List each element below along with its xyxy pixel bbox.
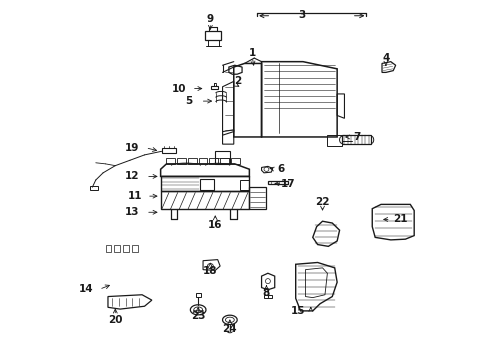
Text: 16: 16	[207, 220, 222, 230]
Text: 9: 9	[206, 14, 213, 24]
Text: 13: 13	[125, 207, 139, 217]
Text: 22: 22	[315, 197, 329, 207]
Text: 1: 1	[248, 48, 255, 58]
Text: 23: 23	[190, 311, 205, 321]
Text: 3: 3	[298, 10, 305, 20]
Text: 19: 19	[125, 143, 139, 153]
Text: 10: 10	[171, 84, 185, 94]
Text: 6: 6	[277, 164, 284, 174]
Text: 11: 11	[127, 191, 142, 201]
Text: 2: 2	[234, 76, 241, 86]
Text: 21: 21	[392, 215, 407, 224]
Text: 18: 18	[203, 266, 217, 276]
Text: 7: 7	[352, 132, 360, 142]
Text: 17: 17	[281, 179, 295, 189]
Text: 4: 4	[382, 53, 389, 63]
Text: 12: 12	[125, 171, 139, 181]
Text: 20: 20	[108, 315, 122, 325]
Text: 8: 8	[262, 288, 269, 298]
Text: 24: 24	[222, 324, 237, 334]
Text: 15: 15	[290, 306, 305, 316]
Text: 5: 5	[184, 96, 192, 106]
Text: 14: 14	[79, 284, 93, 294]
